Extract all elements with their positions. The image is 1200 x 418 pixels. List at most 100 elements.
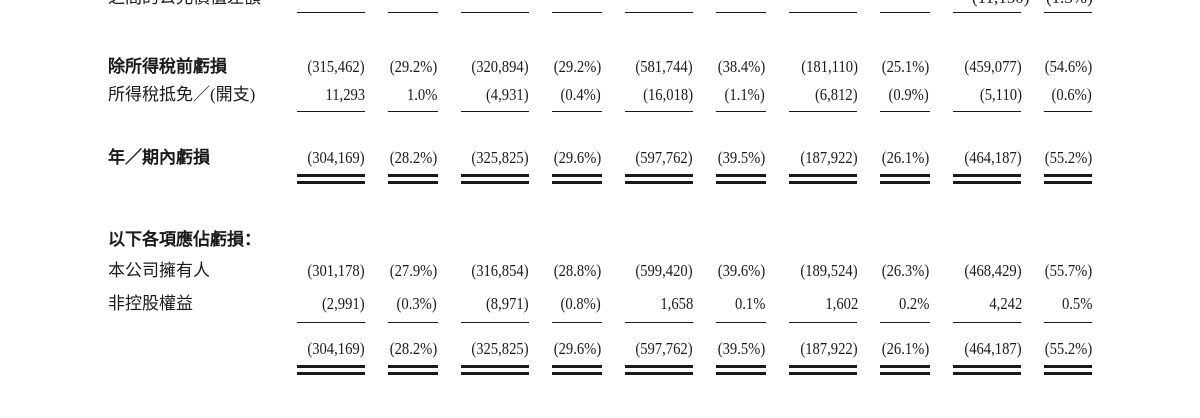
pct-cell: (38.4%) (717, 57, 765, 76)
pct-cell: 1.0% (406, 85, 437, 104)
pct-cell: (0.9%) (888, 85, 929, 104)
subtotal-rule (388, 322, 438, 324)
total-double-rule (388, 181, 438, 185)
pct-cell: (0.3%) (396, 294, 437, 313)
value-cell: (464,187) (964, 148, 1022, 167)
value-cell: (6,812) (815, 85, 858, 104)
pct-cell: (54.6%) (1044, 57, 1092, 76)
top-rule (716, 12, 766, 14)
pct-cell: (26.3%) (881, 261, 929, 280)
total-double-rule (552, 365, 602, 369)
subtotal-rule (552, 322, 602, 324)
top-rule (625, 12, 693, 14)
total-double-rule (461, 372, 529, 376)
subtotal-rule (461, 111, 529, 113)
value-cell: 1,602 (825, 294, 858, 313)
total-double-rule (1044, 181, 1092, 185)
total-double-rule (625, 181, 693, 185)
total-double-rule (297, 181, 365, 185)
total-double-rule (1044, 174, 1092, 178)
value-cell: (464,187) (964, 339, 1022, 358)
total-double-rule (953, 365, 1021, 369)
total-double-rule (953, 174, 1021, 178)
total-double-rule (388, 372, 438, 376)
subtotal-rule (716, 322, 766, 324)
row-label-loss-for-period: 年／期內虧損 (108, 148, 210, 167)
total-double-rule (716, 174, 766, 178)
value-cell: (325,825) (471, 148, 529, 167)
total-double-rule (552, 181, 602, 185)
total-double-rule (297, 372, 365, 376)
value-cell: (320,894) (471, 57, 529, 76)
pct-cell: (28.2%) (389, 148, 437, 167)
value-cell: (189,524) (800, 261, 858, 280)
top-rule (388, 12, 438, 14)
value-cell: (304,169) (307, 339, 365, 358)
subtotal-rule (880, 322, 930, 324)
pct-cell: (39.6%) (717, 261, 765, 280)
total-double-rule (716, 181, 766, 185)
value-cell: (187,922) (800, 148, 858, 167)
pct-cell: (29.2%) (553, 57, 601, 76)
top-rule (789, 12, 857, 14)
row-label-non-controlling: 非控股權益 (108, 294, 193, 313)
total-double-rule (1044, 365, 1092, 369)
value-cell: (301,178) (307, 261, 365, 280)
top-rule (1044, 12, 1092, 14)
total-double-rule (789, 372, 857, 376)
subtotal-rule (297, 322, 365, 324)
value-cell: (468,429) (964, 261, 1022, 280)
subtotal-rule (953, 111, 1021, 113)
total-double-rule (1044, 372, 1092, 376)
value-cell: (2,991) (322, 294, 365, 313)
total-double-rule (297, 174, 365, 178)
top-rule (880, 12, 930, 14)
pct-cell: (39.5%) (717, 148, 765, 167)
pct-cell: (55.2%) (1044, 339, 1092, 358)
pct-cell: 0.1% (734, 294, 765, 313)
value-cell: (304,169) (307, 148, 365, 167)
row-label-owners: 本公司擁有人 (108, 261, 210, 280)
total-double-rule (625, 174, 693, 178)
total-double-rule (388, 365, 438, 369)
subtotal-rule (552, 111, 602, 113)
row-label-loss-before-tax: 除所得稅前虧損 (108, 57, 227, 76)
total-double-rule (953, 372, 1021, 376)
value-cell: (181,110) (801, 57, 858, 76)
top-rule (297, 12, 365, 14)
value-cell: (4,931) (486, 85, 529, 104)
top-partial-value: (11,150) (972, 0, 1029, 8)
top-rule (953, 12, 1021, 14)
pct-cell: (55.2%) (1044, 148, 1092, 167)
total-double-rule (297, 365, 365, 369)
value-cell: (16,018) (643, 85, 693, 104)
value-cell: (315,462) (307, 57, 365, 76)
subtotal-rule (1044, 322, 1092, 324)
total-double-rule (880, 174, 930, 178)
subtotal-rule (388, 111, 438, 113)
pct-cell: (27.9%) (389, 261, 437, 280)
total-double-rule (552, 372, 602, 376)
total-double-rule (552, 174, 602, 178)
pct-cell: 0.5% (1061, 294, 1092, 313)
subtotal-rule (625, 111, 693, 113)
value-cell: (459,077) (964, 57, 1022, 76)
pct-cell: (28.2%) (389, 339, 437, 358)
value-cell: (597,762) (635, 148, 693, 167)
pct-cell: (1.1%) (724, 85, 765, 104)
total-double-rule (880, 181, 930, 185)
value-cell: (581,744) (635, 57, 693, 76)
value-cell: (187,922) (800, 339, 858, 358)
pct-cell: (25.1%) (881, 57, 929, 76)
total-double-rule (625, 365, 693, 369)
total-double-rule (388, 174, 438, 178)
subtotal-rule (461, 322, 529, 324)
top-rule (552, 12, 602, 14)
pct-cell: (29.2%) (389, 57, 437, 76)
value-cell: (316,854) (471, 261, 529, 280)
value-cell: 1,658 (660, 294, 693, 313)
subtotal-rule (880, 111, 930, 113)
value-cell: 11,293 (325, 85, 365, 104)
pct-cell: (29.6%) (553, 339, 601, 358)
